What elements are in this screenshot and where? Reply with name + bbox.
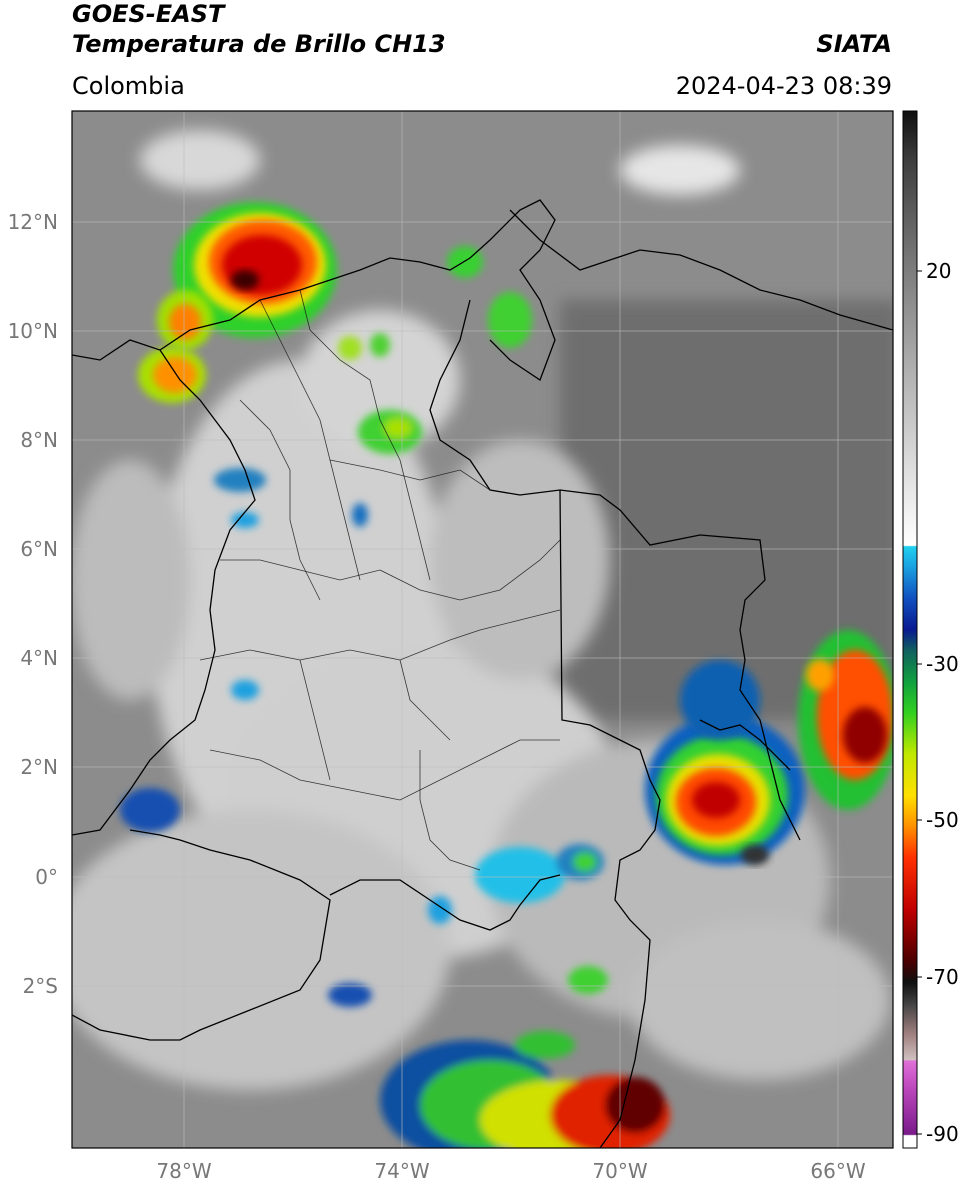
colorbar-tick-label: 20 <box>926 259 951 283</box>
lon-label: 74°W <box>374 1159 429 1183</box>
colorbar-tick-label: -30 <box>926 652 959 676</box>
colorbar-tick-label: -90 <box>926 1122 959 1146</box>
lat-label: 2°S <box>23 974 58 998</box>
region-label: Colombia <box>72 72 185 100</box>
department-borders <box>199 289 561 871</box>
colorbar-tick-label: -50 <box>926 808 959 832</box>
lat-label: 6°N <box>20 537 58 561</box>
lat-label: 10°N <box>8 319 58 343</box>
lat-label: 4°N <box>20 646 58 670</box>
colorbar-tick-label: -70 <box>926 965 959 989</box>
lat-label: 8°N <box>20 428 58 452</box>
satellite-image <box>72 111 893 1148</box>
graticule <box>72 111 893 1148</box>
satellite-title: GOES-EAST <box>72 0 225 28</box>
lat-label: 12°N <box>8 210 58 234</box>
storm-cells-north <box>214 246 532 528</box>
longitude-labels: 78°W 74°W 70°W 66°W <box>156 1159 865 1183</box>
lat-label: 0° <box>35 865 58 889</box>
colorbar-gradient <box>903 111 917 1148</box>
storm-cell-east <box>645 630 893 865</box>
country-borders <box>72 199 893 1148</box>
product-title: Temperatura de Brillo CH13 <box>72 30 446 58</box>
lon-label: 70°W <box>592 1159 647 1183</box>
lon-label: 66°W <box>810 1159 865 1183</box>
colorbar: 20 -30 -50 -70 -90 <box>902 110 959 1149</box>
storm-cell-caribbean <box>138 202 337 403</box>
colorbar-frame <box>902 110 918 1149</box>
latitude-labels: 12°N 10°N 8°N 6°N 4°N 2°N 0° 2°S <box>8 210 58 998</box>
lat-label: 2°N <box>20 755 58 779</box>
organization-label: SIATA <box>816 30 892 58</box>
lon-label: 78°W <box>156 1159 211 1183</box>
datetime-label: 2024-04-23 08:39 <box>675 72 892 100</box>
map-frame <box>71 110 894 1149</box>
